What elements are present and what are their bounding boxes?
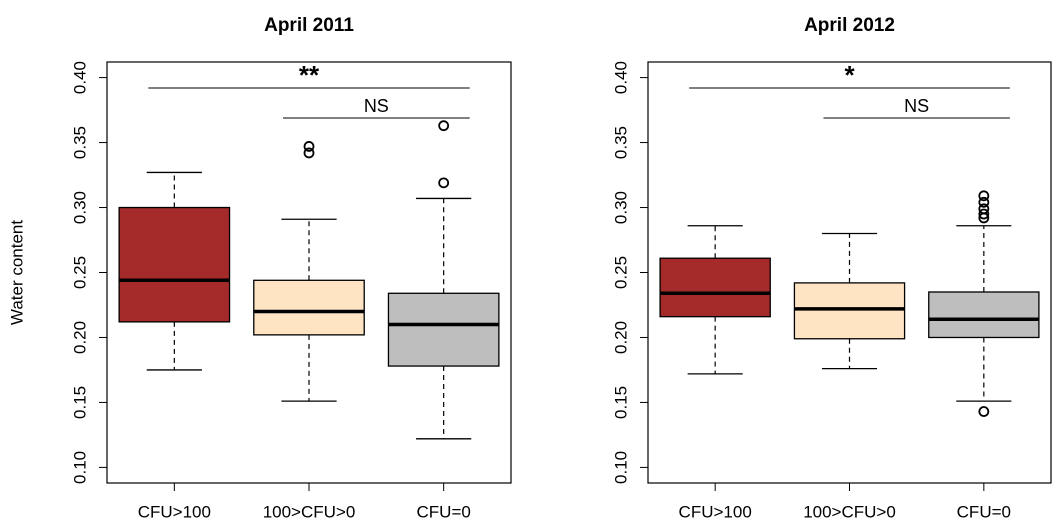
- x-tick-label: 100>CFU>0: [803, 502, 896, 521]
- plot-frame: [647, 61, 1052, 484]
- y-tick-label: 0.30: [70, 191, 89, 224]
- outlier: [303, 147, 315, 159]
- x-tick-label: CFU=0: [417, 502, 471, 521]
- y-tick-label: 0.20: [611, 321, 630, 354]
- box: [118, 206, 231, 323]
- y-tick-label: 0.35: [70, 126, 89, 159]
- y-tick-label: 0.25: [611, 256, 630, 289]
- outlier: [978, 212, 990, 224]
- box: [928, 291, 1040, 339]
- significance-label: NS: [364, 96, 389, 116]
- y-tick-label: 0.30: [611, 191, 630, 224]
- outlier: [978, 190, 990, 202]
- significance-label: **: [299, 60, 320, 90]
- chart-title: April 2011: [264, 15, 354, 36]
- y-tick-label: 0.35: [611, 126, 630, 159]
- x-tick-label: CFU=0: [957, 502, 1011, 521]
- box: [793, 282, 906, 340]
- box: [659, 257, 771, 318]
- significance-label: NS: [904, 96, 929, 116]
- outlier: [438, 120, 450, 132]
- y-tick-label: 0.15: [70, 386, 89, 419]
- box: [253, 279, 365, 336]
- y-tick-label: 0.15: [611, 386, 630, 419]
- plot-frame: [106, 61, 512, 484]
- y-tick-label: 0.20: [70, 321, 89, 354]
- y-tick-label: 0.25: [70, 256, 89, 289]
- outlier: [978, 406, 990, 417]
- x-tick-label: 100>CFU>0: [263, 502, 356, 521]
- y-tick-label: 0.40: [70, 61, 89, 94]
- outlier: [978, 208, 990, 220]
- x-tick-label: CFU>100: [138, 502, 211, 521]
- outlier: [438, 177, 450, 189]
- significance-label: *: [844, 60, 855, 90]
- chart-title: April 2012: [804, 15, 895, 36]
- box: [387, 292, 500, 367]
- y-tick-label: 0.40: [611, 61, 630, 94]
- outlier: [303, 141, 315, 152]
- y-tick-label: 0.10: [611, 451, 630, 484]
- outlier: [978, 196, 990, 208]
- x-tick-label: CFU>100: [679, 502, 752, 521]
- y-axis-label: Water content: [7, 220, 26, 325]
- y-tick-label: 0.10: [70, 451, 89, 484]
